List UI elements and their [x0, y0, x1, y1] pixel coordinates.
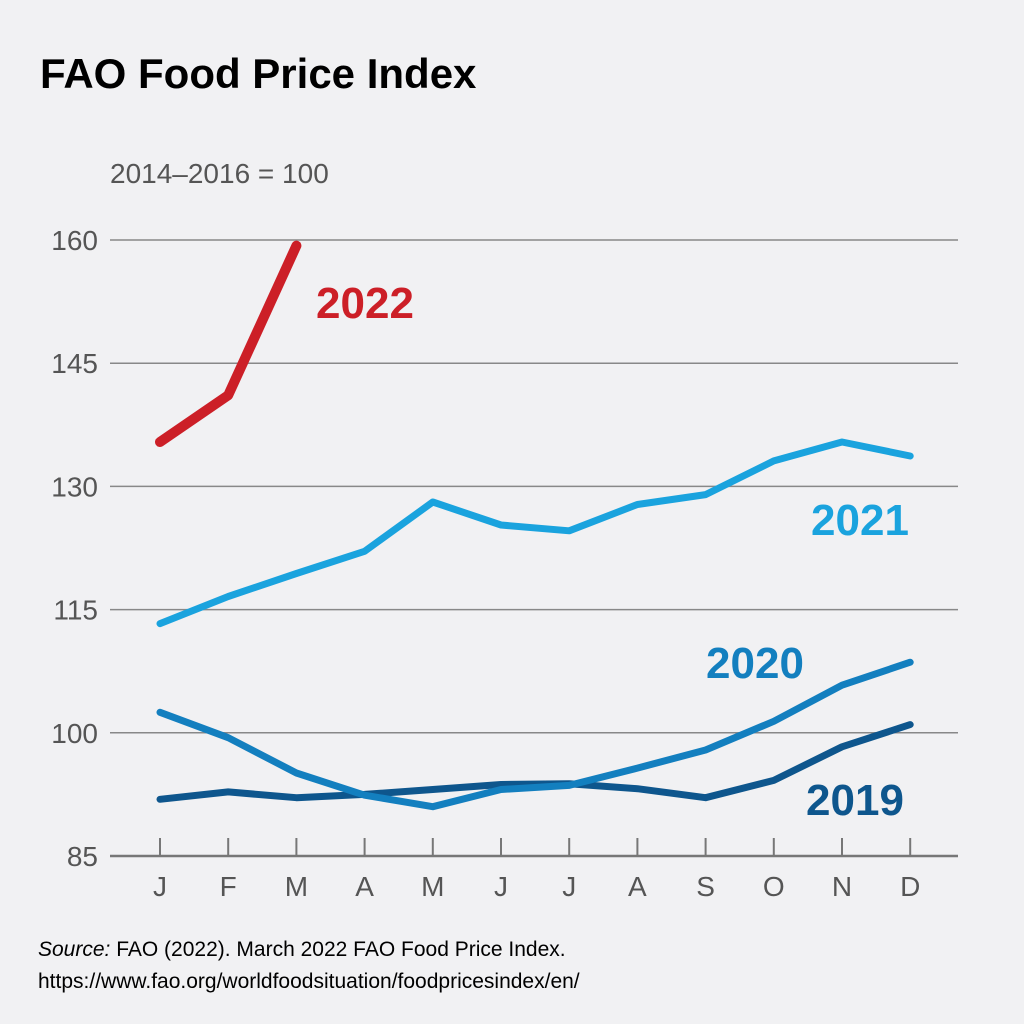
x-tick-label: M: [285, 871, 308, 902]
source-note: Source: FAO (2022). March 2022 FAO Food …: [38, 934, 580, 998]
series-labels: 2022 2021 2020 2019: [316, 279, 909, 825]
y-tick-label: 145: [51, 348, 98, 379]
series-line-2022: [155, 240, 302, 447]
x-tick-label: A: [355, 871, 374, 902]
gridlines: [110, 239, 958, 858]
series-label-2019: 2019: [806, 776, 904, 825]
source-line2: https://www.fao.org/worldfoodsituation/f…: [38, 970, 580, 993]
x-tick-label: J: [562, 871, 576, 902]
x-tick-label: J: [153, 871, 167, 902]
chart-title: FAO Food Price Index: [40, 50, 477, 97]
source-label: Source:: [38, 938, 111, 961]
y-tick-label: 115: [53, 595, 98, 626]
x-tick-label: S: [696, 871, 715, 902]
y-tick-label: 85: [67, 841, 98, 872]
series-group: [155, 240, 914, 811]
x-tick-label: D: [900, 871, 920, 902]
series-label-2022: 2022: [316, 279, 414, 328]
series-line-2020: [156, 658, 914, 811]
y-tick-label: 160: [51, 225, 98, 256]
chart-subtitle: 2014–2016 = 100: [110, 158, 329, 189]
x-tick-label: N: [832, 871, 852, 902]
y-axis-ticks: 85 100 115 130 145 160: [51, 225, 98, 872]
x-tick-label: M: [421, 871, 444, 902]
y-tick-label: 100: [51, 718, 98, 749]
x-tick-label: F: [220, 871, 237, 902]
series-line-2021: [156, 438, 914, 628]
x-tick-label: J: [494, 871, 508, 902]
series-label-2021: 2021: [811, 496, 909, 545]
x-tick-label: A: [628, 871, 647, 902]
source-line1: FAO (2022). March 2022 FAO Food Price In…: [110, 938, 566, 961]
series-label-2020: 2020: [706, 639, 804, 688]
y-tick-label: 130: [51, 471, 98, 502]
x-tick-label: O: [763, 871, 785, 902]
